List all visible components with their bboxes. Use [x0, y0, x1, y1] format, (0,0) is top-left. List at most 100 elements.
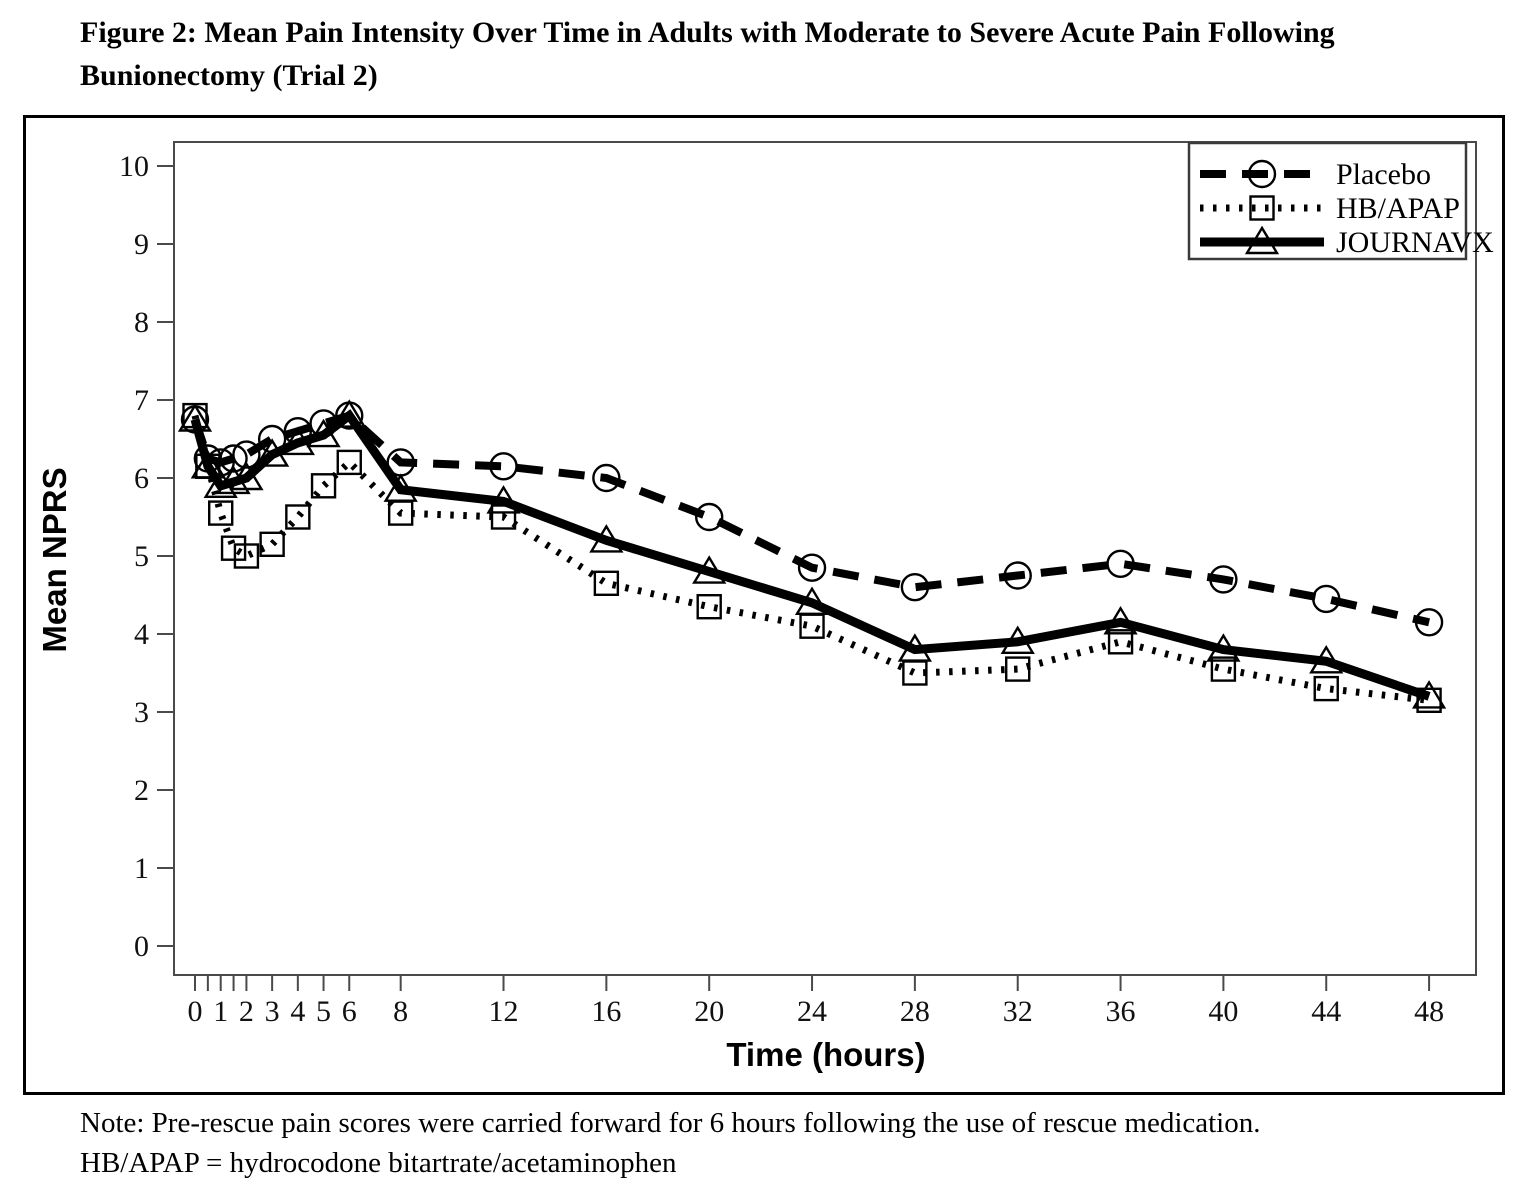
journavx-marker — [280, 426, 315, 456]
x-axis-tick-label: 40 — [1208, 995, 1238, 1028]
placebo-line — [191, 411, 1430, 627]
journavx-marker — [332, 399, 367, 428]
x-axis-tick-label: 20 — [694, 995, 724, 1028]
hb-apap-line — [191, 414, 1430, 704]
y-axis-tick-label: 2 — [134, 774, 149, 807]
placebo-marker — [1312, 584, 1341, 614]
x-axis-tick-label: 28 — [900, 995, 930, 1028]
placebo-marker — [1414, 608, 1444, 637]
placebo-marker — [592, 463, 621, 493]
x-axis-tick-label: 32 — [1003, 995, 1033, 1028]
y-axis-tick-label: 6 — [134, 462, 149, 495]
y-axis-tick-label: 9 — [134, 228, 149, 261]
journavx-marker — [589, 524, 624, 553]
figure-note: Note: Pre-rescue pain scores were carrie… — [80, 1103, 1500, 1183]
hb-apap-marker — [1210, 656, 1237, 682]
x-axis-tick-label: 6 — [342, 995, 357, 1028]
placebo-marker — [1106, 549, 1135, 578]
hb-apap-marker — [1005, 656, 1031, 682]
y-axis-title: Mean NPRS — [36, 467, 73, 652]
x-axis-tick-label: 8 — [393, 995, 408, 1028]
legend-placebo-label: Placebo — [1336, 158, 1431, 191]
figure-title: Figure 2: Mean Pain Intensity Over Time … — [80, 12, 1480, 97]
journavx-marker — [486, 485, 521, 514]
y-axis-tick-label: 7 — [134, 384, 149, 417]
figure-note-line2: HB/APAP = hydrocodone bitartrate/acetami… — [80, 1147, 677, 1180]
legend-placebo-marker — [1247, 159, 1277, 189]
x-axis-tick-label: 36 — [1106, 995, 1136, 1028]
hb-apap-marker — [1107, 629, 1134, 655]
hb-apap-marker — [208, 500, 234, 526]
legend-journavx-marker — [1244, 225, 1280, 255]
journavx-marker — [1411, 680, 1447, 709]
y-axis-tick-label: 1 — [134, 852, 149, 885]
placebo-marker — [219, 444, 248, 473]
journavx-marker — [229, 461, 264, 491]
y-axis-tick-label: 3 — [134, 696, 149, 729]
journavx-marker — [383, 473, 418, 502]
x-axis-tick-label: 48 — [1414, 995, 1444, 1028]
x-axis-title: Time (hours) — [726, 1036, 925, 1073]
y-axis: 0 1 2 3 4 5 6 7 8 9 10 — [119, 150, 174, 963]
x-axis-tick-label: 12 — [489, 995, 519, 1028]
placebo-marker — [900, 573, 930, 602]
x-axis-tick-label: 2 — [239, 995, 254, 1028]
x-axis-tick-label: 4 — [290, 995, 305, 1028]
hb-apap-marker — [259, 531, 285, 557]
journavx-marker — [692, 555, 727, 584]
hb-apap-marker — [336, 449, 362, 476]
figure-title-line1: Figure 2: Mean Pain Intensity Over Time … — [80, 16, 1335, 49]
hb-apap-marker — [220, 535, 247, 561]
journavx-marker — [1103, 605, 1138, 635]
legend-hb-apap-marker — [1249, 195, 1275, 221]
legend-journavx-label: JOURNAVX — [1336, 226, 1494, 259]
placebo-marker — [283, 417, 313, 446]
placebo-marker — [1003, 561, 1032, 590]
hb-apap-marker — [696, 594, 722, 620]
x-axis-tick-label: 16 — [591, 995, 621, 1028]
journavx-marker — [1000, 625, 1035, 654]
y-axis-tick-label: 4 — [134, 618, 149, 651]
y-axis-tick-label: 8 — [134, 306, 149, 339]
placebo-marker — [797, 553, 827, 582]
journavx-marker — [306, 418, 341, 448]
journavx-marker — [190, 449, 225, 479]
placebo-marker — [695, 502, 724, 532]
journavx-marker — [216, 465, 251, 495]
placebo-marker — [489, 452, 518, 481]
figure-title-line2: Bunionectomy (Trial 2) — [80, 58, 378, 92]
journavx-marker — [1206, 633, 1241, 662]
x-axis-tick-label: 1 — [213, 995, 228, 1028]
series-lines — [190, 409, 1431, 704]
hb-apap-marker — [902, 660, 928, 686]
placebo-marker — [1209, 565, 1238, 594]
legend-hb-apap-label: HB/APAP — [1336, 192, 1460, 225]
hb-apap-marker — [310, 473, 337, 499]
journavx-marker — [1309, 644, 1344, 674]
hb-apap-marker — [490, 504, 517, 530]
journavx-marker — [203, 469, 238, 498]
hb-apap-marker — [593, 570, 620, 596]
plot-frame — [173, 141, 1477, 976]
x-axis-tick-label: 24 — [797, 995, 827, 1028]
figure-note-line1: Note: Pre-rescue pain scores were carrie… — [80, 1107, 1261, 1139]
hb-apap-marker — [233, 543, 260, 569]
hb-apap-marker — [1313, 675, 1339, 702]
y-axis-tick-label: 0 — [134, 930, 149, 963]
x-axis-tick-label: 44 — [1311, 995, 1341, 1028]
x-axis-tick-label: 3 — [265, 995, 280, 1028]
journavx-marker — [897, 633, 932, 662]
x-axis-tick-label: 0 — [188, 995, 203, 1028]
journavx-marker — [177, 403, 213, 432]
x-axis: 0 1 2 3 4 5 6 8 12 16 20 24 28 32 36 40 44 48 — [188, 975, 1444, 1028]
journavx-marker — [255, 438, 290, 467]
placebo-marker — [232, 440, 261, 469]
x-axis-tick-label: 5 — [316, 995, 331, 1028]
y-axis-tick-label: 10 — [119, 150, 149, 183]
series-markers — [177, 399, 1447, 713]
journavx-marker — [794, 586, 830, 615]
placebo-marker — [257, 424, 287, 454]
y-axis-tick-label: 5 — [134, 540, 149, 573]
